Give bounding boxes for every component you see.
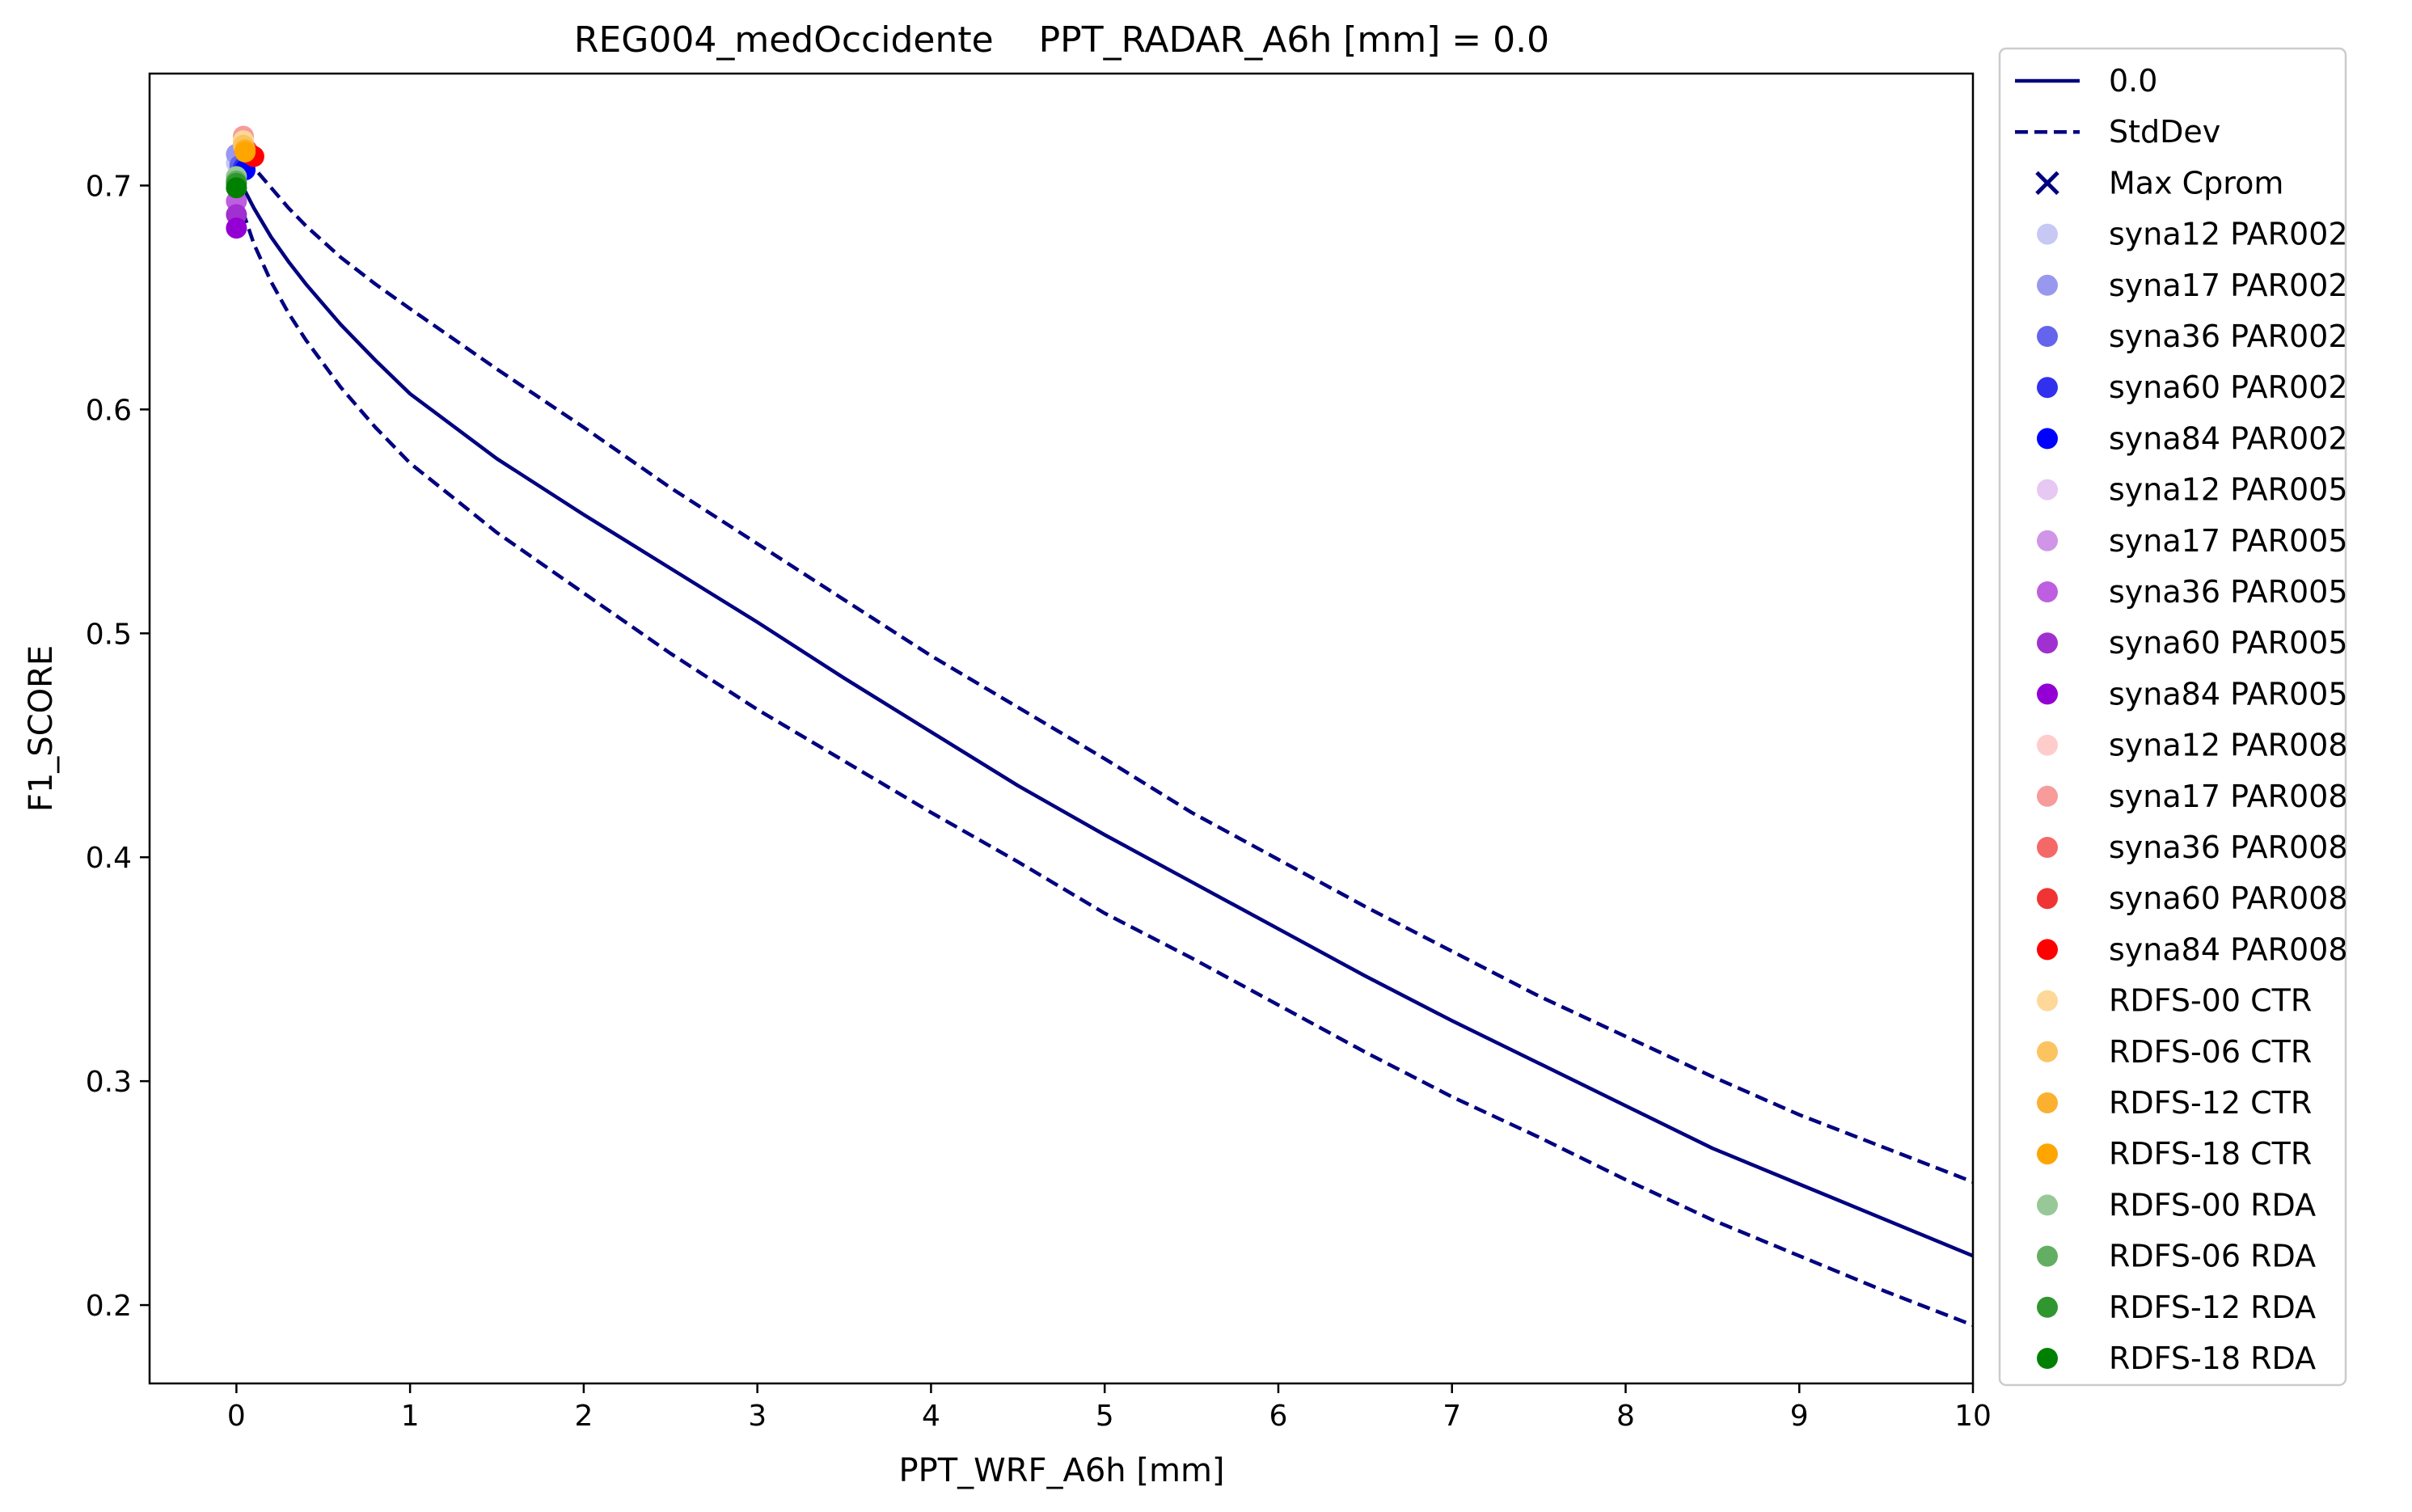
legend-handle-19 bbox=[2037, 1041, 2058, 1062]
chart-title: REG004_medOccidente PPT_RADAR_A6h [mm] =… bbox=[574, 19, 1549, 61]
x-tick-label-2: 2 bbox=[574, 1400, 593, 1433]
marker-points bbox=[226, 125, 264, 239]
x-tick-label-10: 10 bbox=[1954, 1400, 1992, 1433]
legend-handle-11 bbox=[2037, 632, 2058, 654]
plot-frame bbox=[148, 72, 1975, 1385]
y-tick-label-4: 0.6 bbox=[86, 394, 132, 427]
stddev-line-1 bbox=[243, 157, 1973, 1184]
legend-label-15: syna36 PAR008 bbox=[2109, 830, 2348, 865]
legend-label-7: syna84 PAR002 bbox=[2109, 420, 2348, 456]
y-tick-label-5: 0.7 bbox=[86, 170, 132, 203]
legend-label-6: syna60 PAR002 bbox=[2109, 370, 2348, 405]
legend-handle-4 bbox=[2037, 274, 2058, 296]
legend-label-5: syna36 PAR002 bbox=[2109, 319, 2348, 354]
series-lines bbox=[234, 157, 1973, 1328]
legend-handle-22 bbox=[2037, 1194, 2058, 1216]
x-tick-label-5: 5 bbox=[1096, 1400, 1114, 1433]
legend-handle-18 bbox=[2037, 990, 2058, 1012]
legend-label-2: Max Cprom bbox=[2109, 165, 2283, 201]
y-axis-ticks: 0.2 0.3 0.4 0.5 0.6 0.7 bbox=[86, 170, 150, 1323]
legend-label-3: syna12 PAR002 bbox=[2109, 217, 2348, 252]
legend-handle-17 bbox=[2037, 939, 2058, 961]
legend-label-19: RDFS-06 CTR bbox=[2109, 1034, 2312, 1070]
y-tick-label-1: 0.3 bbox=[86, 1066, 132, 1099]
legend-label-14: syna17 PAR008 bbox=[2109, 779, 2348, 814]
x-tick-label-8: 8 bbox=[1616, 1400, 1635, 1433]
legend-handle-7 bbox=[2037, 428, 2058, 450]
legend-handle-9 bbox=[2037, 530, 2058, 551]
legend-label-9: syna17 PAR005 bbox=[2109, 523, 2348, 559]
marker-point-18 bbox=[234, 141, 256, 163]
legend-handle-3 bbox=[2037, 223, 2058, 245]
legend-label-24: RDFS-12 RDA bbox=[2109, 1290, 2316, 1325]
y-tick-label-3: 0.5 bbox=[86, 618, 132, 651]
plot-area bbox=[226, 125, 1973, 1328]
legend-label-18: RDFS-00 CTR bbox=[2109, 983, 2312, 1019]
legend-handle-14 bbox=[2037, 785, 2058, 807]
legend-handle-5 bbox=[2037, 326, 2058, 347]
stddev-line-2 bbox=[234, 192, 1973, 1328]
legend-handle-12 bbox=[2037, 683, 2058, 705]
mean-line-0 bbox=[234, 173, 1973, 1258]
legend-handle-8 bbox=[2037, 479, 2058, 500]
legend-handle-10 bbox=[2037, 581, 2058, 602]
x-tick-label-7: 7 bbox=[1443, 1400, 1461, 1433]
legend-label-21: RDFS-18 CTR bbox=[2109, 1136, 2312, 1172]
legend-handle-25 bbox=[2037, 1348, 2058, 1369]
legend-handle-24 bbox=[2037, 1296, 2058, 1318]
legend-label-11: syna60 PAR005 bbox=[2109, 625, 2348, 661]
legend-label-12: syna84 PAR005 bbox=[2109, 676, 2348, 712]
marker-point-9 bbox=[226, 218, 247, 239]
marker-point-22 bbox=[226, 177, 247, 199]
legend-label-17: syna84 PAR008 bbox=[2109, 931, 2348, 967]
legend-handle-20 bbox=[2037, 1092, 2058, 1113]
y-tick-label-0: 0.2 bbox=[86, 1290, 132, 1323]
legend-label-20: RDFS-12 CTR bbox=[2109, 1085, 2312, 1121]
x-tick-label-3: 3 bbox=[748, 1400, 767, 1433]
legend-handle-21 bbox=[2037, 1143, 2058, 1165]
legend-label-1: StdDev bbox=[2109, 114, 2220, 150]
y-axis-title: F1_SCORE bbox=[23, 645, 60, 812]
legend-label-16: syna60 PAR008 bbox=[2109, 881, 2348, 916]
legend-handle-13 bbox=[2037, 734, 2058, 756]
axes: 0 1 2 3 4 5 6 7 8 9 10 0.2 0.3 0.4 0.5 0.6 0.7 bbox=[86, 72, 1992, 1433]
x-tick-label-6: 6 bbox=[1269, 1400, 1287, 1433]
x-axis-title: PPT_WRF_A6h [mm] bbox=[898, 1452, 1224, 1489]
legend-label-8: syna12 PAR005 bbox=[2109, 472, 2348, 508]
legend-label-0: 0.0 bbox=[2109, 63, 2157, 99]
legend: 0.0 StdDev Max Cprom syna12 PAR002 syna17 PA… bbox=[1998, 47, 2348, 1387]
legend-label-4: syna17 PAR002 bbox=[2109, 268, 2348, 303]
y-tick-label-2: 0.4 bbox=[86, 842, 132, 875]
legend-label-25: RDFS-18 RDA bbox=[2109, 1341, 2316, 1376]
legend-handle-23 bbox=[2037, 1245, 2058, 1267]
legend-handle-2 bbox=[2035, 171, 2059, 196]
legend-label-10: syna36 PAR005 bbox=[2109, 574, 2348, 610]
legend-handle-6 bbox=[2037, 377, 2058, 399]
x-tick-label-4: 4 bbox=[922, 1400, 940, 1433]
x-tick-label-1: 1 bbox=[401, 1400, 420, 1433]
x-axis-ticks: 0 1 2 3 4 5 6 7 8 9 10 bbox=[227, 1383, 1992, 1433]
legend-items: 0.0 StdDev Max Cprom syna12 PAR002 syna17 PA… bbox=[2015, 63, 2348, 1376]
x-tick-label-9: 9 bbox=[1790, 1400, 1809, 1433]
legend-frame bbox=[1998, 47, 2347, 1387]
legend-handle-15 bbox=[2037, 837, 2058, 858]
legend-label-23: RDFS-06 RDA bbox=[2109, 1239, 2316, 1274]
legend-handle-16 bbox=[2037, 888, 2058, 910]
legend-label-13: syna12 PAR008 bbox=[2109, 728, 2348, 763]
legend-label-22: RDFS-00 RDA bbox=[2109, 1187, 2316, 1223]
x-tick-label-0: 0 bbox=[227, 1400, 246, 1433]
